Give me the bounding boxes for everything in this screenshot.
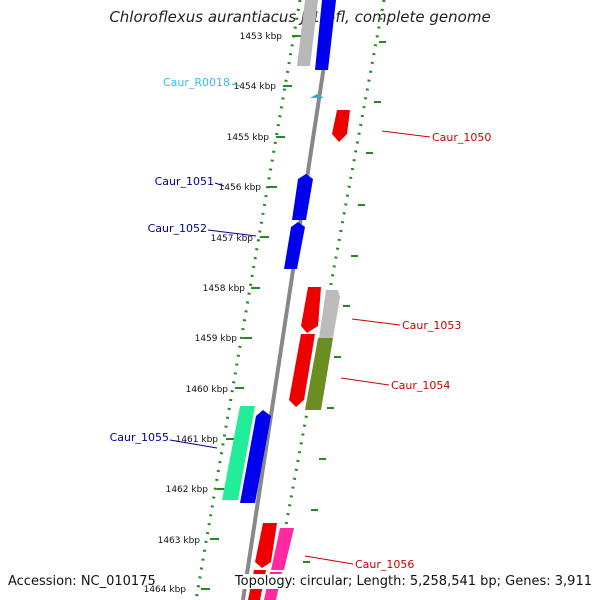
gene-feature[interactable] (271, 528, 294, 570)
tick-label: 1454 kbp (234, 82, 277, 92)
leader-line (169, 439, 218, 449)
gene-feature[interactable] (240, 410, 271, 503)
gene-label-caur-1051[interactable]: Caur_1051 (155, 175, 214, 188)
tick-label: 1463 kbp (158, 536, 201, 546)
leader-line (231, 83, 241, 87)
gene-label-caur-1052[interactable]: Caur_1052 (148, 222, 207, 235)
tick-label: 1464 kbp (144, 585, 187, 595)
gene-feature[interactable] (319, 290, 340, 338)
gene-feature[interactable] (332, 110, 350, 142)
tick-label: 1456 kbp (219, 183, 262, 193)
leader-line (351, 318, 401, 326)
gene-label-caur-1050[interactable]: Caur_1050 (432, 131, 491, 144)
feature-group (222, 0, 350, 600)
tick-label: 1457 kbp (211, 234, 254, 244)
tick-label: 1461 kbp (176, 435, 219, 445)
leader-line (340, 377, 390, 386)
leader-line (304, 555, 354, 565)
rna-feature[interactable] (310, 94, 324, 98)
leader-lines (169, 83, 431, 565)
right-track-ticks (303, 41, 386, 563)
map-title: Chloroflexus aurantiacus J-10-fl, comple… (109, 8, 491, 26)
gene-label-caur-1055[interactable]: Caur_1055 (110, 431, 169, 444)
accession-text: Accession: NC_010175 (8, 574, 156, 589)
gene-feature[interactable] (297, 0, 318, 66)
gene-feature[interactable] (315, 0, 336, 70)
tick-label: 1453 kbp (240, 32, 283, 42)
gene-feature[interactable] (255, 523, 277, 568)
gene-feature[interactable] (289, 334, 315, 407)
gene-feature[interactable] (222, 406, 255, 500)
leader-line (381, 130, 431, 138)
leader-line (207, 229, 257, 237)
gene-label-caur-1056[interactable]: Caur_1056 (355, 558, 414, 571)
tick-group: 1453 kbp 1454 kbp 1455 kbp 1456 kbp 1457… (144, 32, 301, 595)
gene-feature[interactable] (292, 174, 313, 220)
tick-label: 1459 kbp (195, 334, 238, 344)
tick-label: 1455 kbp (227, 133, 270, 143)
tick-label: 1460 kbp (186, 385, 229, 395)
tick-label: 1462 kbp (166, 485, 209, 495)
tick-label: 1458 kbp (203, 284, 246, 294)
gene-label-caur-1054[interactable]: Caur_1054 (391, 379, 450, 392)
genome-backbone (241, 0, 336, 600)
gene-label-caur-r0018[interactable]: Caur_R0018 (163, 76, 230, 89)
genome-summary-text: Topology: circular; Length: 5,258,541 bp… (234, 574, 592, 589)
gene-feature[interactable] (284, 222, 305, 269)
gene-feature[interactable] (305, 338, 333, 410)
gene-feature[interactable] (301, 287, 321, 333)
leader-line (214, 182, 225, 187)
gene-label-caur-1053[interactable]: Caur_1053 (402, 319, 461, 332)
